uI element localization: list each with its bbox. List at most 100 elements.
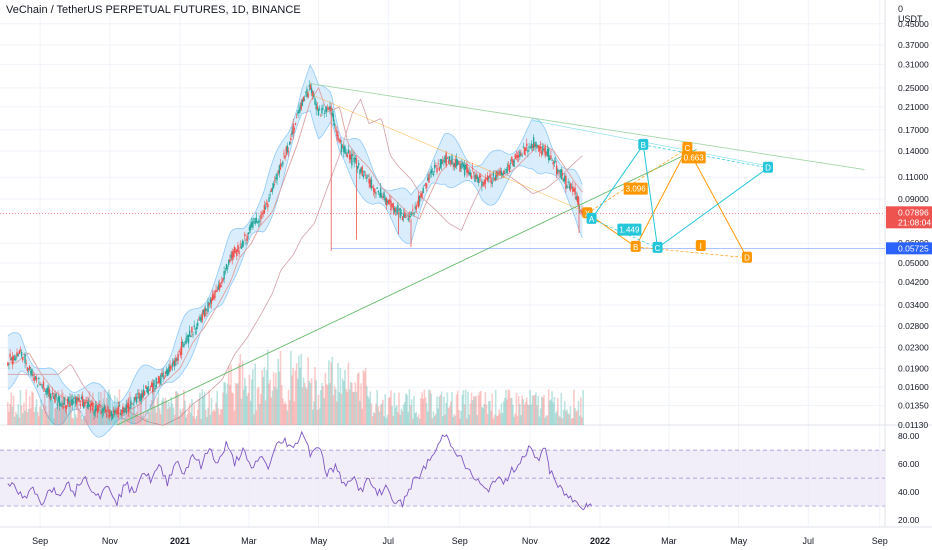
- candle-body: [507, 164, 510, 167]
- volume-bar: [11, 406, 14, 425]
- volume-bar: [387, 398, 390, 425]
- volume-bar: [377, 406, 380, 425]
- volume-bar: [240, 398, 243, 425]
- candle-body: [513, 159, 515, 167]
- volume-bar: [48, 396, 51, 425]
- candle-body: [25, 363, 27, 364]
- volume-bar: [132, 406, 135, 425]
- candle-body: [218, 283, 221, 290]
- candle-body: [106, 414, 108, 417]
- volume-bar: [242, 389, 245, 425]
- candle-body: [252, 220, 254, 228]
- candle-body: [354, 157, 357, 160]
- candle-body: [79, 404, 81, 406]
- candle-body: [17, 354, 19, 357]
- candle-body: [374, 189, 376, 194]
- candle-body: [325, 107, 328, 112]
- candle-body: [223, 271, 225, 280]
- candle-body: [91, 402, 93, 407]
- candle-body: [314, 98, 316, 105]
- price-axis-label: 0.03400: [898, 300, 929, 310]
- volume-bar: [30, 408, 32, 425]
- volume-bar: [134, 414, 137, 425]
- volume-bar: [202, 396, 205, 425]
- time-axis-label: Mar: [241, 536, 257, 546]
- candle-body: [112, 410, 115, 413]
- candle-body: [115, 410, 117, 411]
- candle-body: [297, 111, 299, 114]
- candle-body: [276, 173, 278, 180]
- volume-bar: [380, 403, 383, 425]
- volume-bar: [39, 406, 41, 425]
- candle-body: [328, 107, 330, 111]
- candle-body: [566, 185, 568, 189]
- candle-body: [179, 352, 182, 356]
- volume-bar: [160, 414, 162, 425]
- volume-bar: [386, 414, 389, 425]
- volume-bar: [475, 395, 477, 425]
- volume-bar: [252, 369, 254, 425]
- volume-bar: [363, 372, 366, 425]
- candle-body: [134, 396, 137, 400]
- volume-bar: [125, 407, 128, 425]
- candle-body: [268, 197, 270, 202]
- candle-body: [122, 406, 124, 413]
- candle-body: [430, 169, 432, 174]
- volume-bar: [414, 413, 416, 425]
- candle-body: [481, 181, 483, 187]
- candle-body: [30, 370, 32, 374]
- candle-body: [397, 204, 399, 215]
- volume-bar: [81, 418, 84, 425]
- candle-body: [413, 212, 415, 215]
- volume-bar: [56, 396, 59, 425]
- candle-body: [98, 408, 100, 412]
- volume-bar: [366, 386, 368, 425]
- time-axis-label: May: [310, 536, 328, 546]
- candle-body: [454, 159, 457, 168]
- volume-bar: [554, 413, 557, 425]
- candle-body: [385, 197, 388, 206]
- band-fill: [7, 65, 583, 438]
- volume-bar: [462, 390, 465, 425]
- current-price-countdown: 21:08:04: [898, 217, 931, 227]
- candle-body: [282, 161, 284, 165]
- candle-body: [290, 138, 292, 141]
- candle-body: [182, 342, 184, 343]
- candle-body: [24, 354, 26, 364]
- volume-bar: [505, 389, 507, 425]
- candle-body: [293, 128, 296, 130]
- volume-bar: [372, 412, 375, 425]
- volume-bar: [477, 395, 480, 425]
- volume-bar: [211, 411, 214, 425]
- volume-bar: [108, 389, 110, 425]
- volume-bar: [422, 398, 424, 425]
- pattern-ratio-line: [635, 246, 748, 259]
- volume-bar: [395, 405, 398, 425]
- candle-body: [280, 165, 283, 167]
- volume-bar: [166, 408, 169, 425]
- candle-body: [423, 184, 426, 186]
- pattern-point-label: C: [684, 144, 690, 153]
- candle-body: [107, 407, 109, 409]
- candle-body: [247, 232, 249, 235]
- candle-body: [254, 220, 256, 224]
- volume-bar: [322, 386, 324, 425]
- candle-body: [76, 396, 78, 406]
- candle-body: [576, 196, 579, 203]
- volume-bar: [353, 392, 355, 425]
- candle-body: [480, 176, 482, 177]
- volume-bar: [399, 414, 401, 425]
- current-price-tag: [886, 206, 932, 229]
- volume-bar: [423, 389, 426, 425]
- candle-body: [531, 145, 534, 148]
- candle-body: [228, 260, 230, 265]
- candle-body: [338, 139, 340, 141]
- volume-bar: [424, 397, 427, 425]
- volume-bar: [420, 398, 422, 425]
- volume-bar: [181, 408, 184, 425]
- candle-body: [23, 353, 25, 355]
- candle-body: [471, 167, 474, 169]
- volume-bar: [369, 391, 372, 425]
- volume-bar: [456, 390, 459, 425]
